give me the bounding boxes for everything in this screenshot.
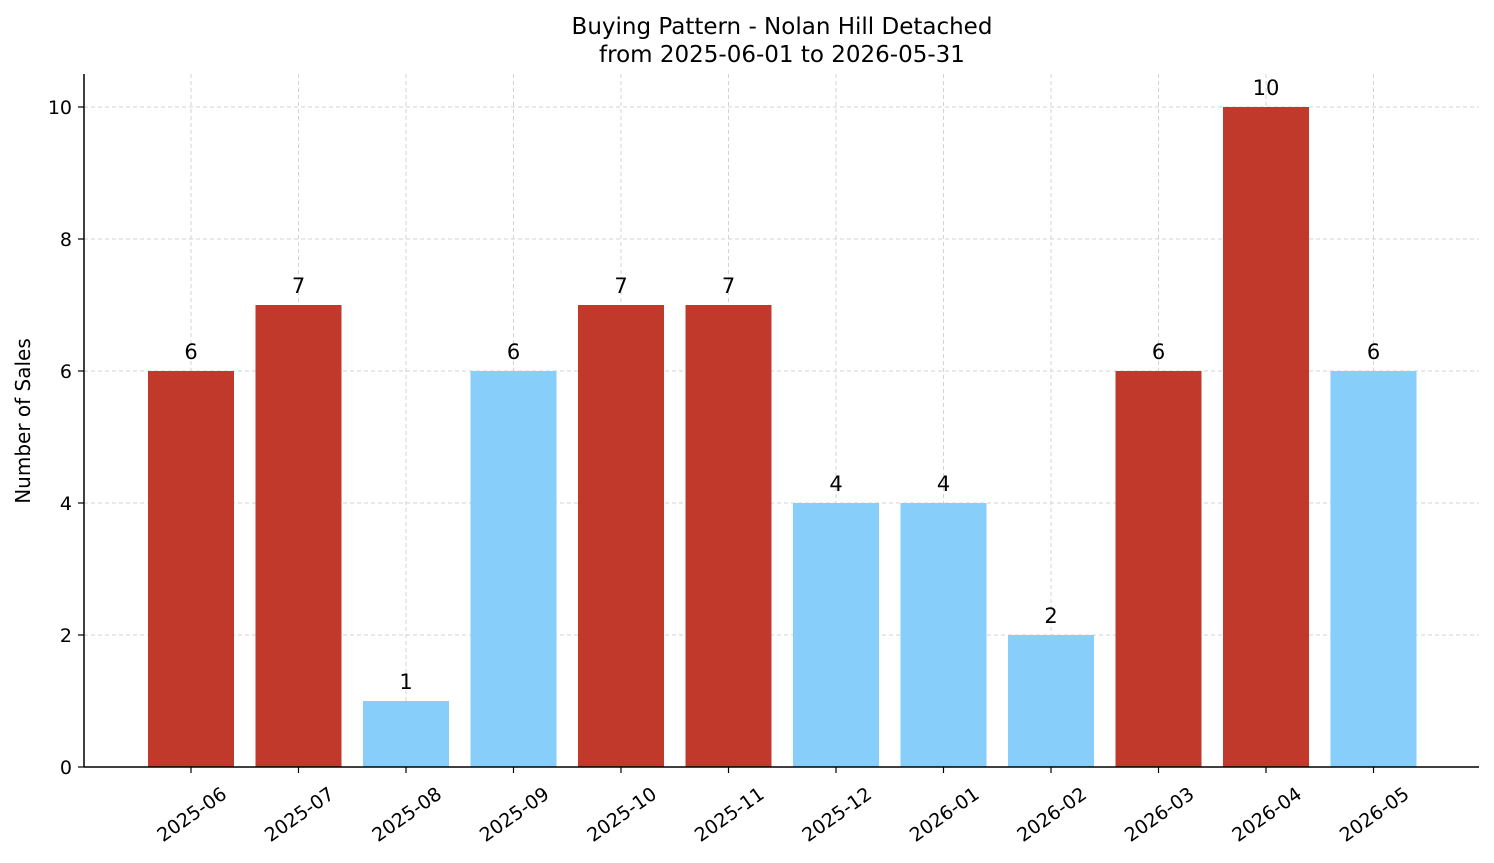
bar-2026-01: [900, 503, 987, 767]
y-tick-label: 2: [60, 625, 72, 647]
x-tick-label: 2025-07: [261, 783, 339, 847]
data-label-2025-06: 6: [184, 340, 197, 364]
bar-2025-11: [685, 305, 772, 767]
data-label-2026-02: 2: [1044, 604, 1057, 628]
data-label-2025-12: 4: [829, 472, 842, 496]
bar-2025-12: [793, 503, 879, 767]
chart-subtitle: from 2025-06-01 to 2026-05-31: [599, 42, 965, 68]
x-tick-label: 2025-11: [691, 783, 769, 847]
y-tick-label: 0: [60, 757, 72, 779]
bar-2026-03: [1115, 371, 1202, 767]
bar-2025-10: [578, 305, 664, 767]
x-tick-label: 2026-03: [1121, 783, 1199, 847]
x-tick-label: 2026-05: [1336, 783, 1414, 847]
x-tick-label: 2025-12: [798, 783, 876, 847]
bar-2025-07: [255, 305, 342, 767]
bar-2025-09: [470, 371, 557, 767]
y-axis-label: Number of Sales: [11, 338, 35, 504]
bars: [148, 107, 1417, 767]
data-label-2025-07: 7: [292, 274, 305, 298]
data-label-2025-10: 7: [614, 274, 627, 298]
y-tick-labels: 0 2 4 6 8 10: [48, 97, 84, 779]
data-label-2026-04: 10: [1253, 76, 1280, 100]
y-tick-label: 8: [60, 229, 72, 251]
bar-2025-08: [363, 701, 449, 767]
y-tick-label: 10: [48, 97, 72, 119]
bar-2026-04: [1223, 107, 1309, 767]
x-tick-labels: 2025-06 2025-07 2025-08 2025-09 2025-10 2025-…: [153, 767, 1413, 847]
y-tick-label: 4: [60, 493, 72, 515]
data-label-2026-01: 4: [937, 472, 950, 496]
bar-2026-05: [1330, 371, 1417, 767]
x-tick-label: 2026-01: [906, 783, 984, 847]
bar-2025-06: [148, 371, 234, 767]
x-tick-label: 2025-06: [153, 783, 231, 847]
bar-2026-02: [1008, 635, 1094, 767]
data-label-2025-09: 6: [507, 340, 520, 364]
data-label-2026-05: 6: [1367, 340, 1380, 364]
y-tick-label: 6: [60, 361, 72, 383]
data-label-2025-11: 7: [722, 274, 735, 298]
axes: [83, 74, 1479, 768]
x-tick-label: 2026-04: [1228, 783, 1306, 847]
x-tick-label: 2026-02: [1013, 783, 1091, 847]
data-label-2026-03: 6: [1152, 340, 1165, 364]
x-tick-label: 2025-08: [368, 783, 446, 847]
chart-title: Buying Pattern - Nolan Hill Detached: [572, 14, 993, 40]
x-tick-label: 2025-09: [476, 783, 554, 847]
data-label-2025-08: 1: [399, 670, 412, 694]
data-labels: 6 7 1 6 7 7 4 4 2 6 10 6: [184, 76, 1380, 694]
x-tick-label: 2025-10: [583, 783, 661, 847]
